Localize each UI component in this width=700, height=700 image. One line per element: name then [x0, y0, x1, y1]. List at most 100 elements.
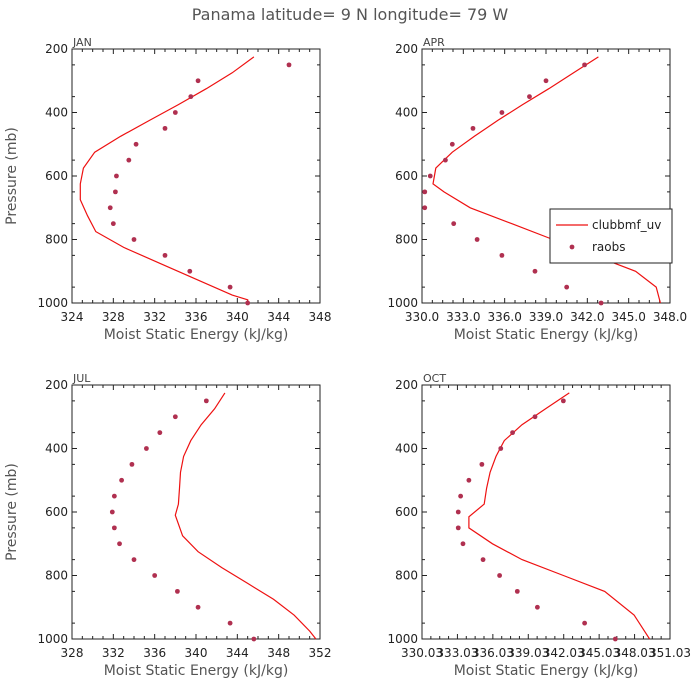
panel-jan-series-raobs-point	[172, 110, 178, 115]
panel-apr-series-raobs-point	[422, 205, 428, 211]
panel-jan-xtick-label-6: 348	[309, 310, 332, 324]
panel-jul-series-clubbmf-uv-line	[174, 392, 317, 640]
panel-jan-series-raobs-point	[245, 300, 251, 306]
panel-apr-series-raobs-point	[582, 62, 587, 68]
panel-jan-xtick-label-2: 332	[143, 310, 166, 324]
panel-apr-ytick-label-4: 1000	[387, 296, 418, 310]
panel-jul-xtick-label-4: 344	[226, 646, 249, 660]
panel-jan-series-raobs-point	[227, 284, 233, 290]
panel-oct-series-raobs-point	[455, 525, 461, 531]
panel-apr-xtick-label-1: 333.0	[446, 310, 480, 324]
panel-oct-series-clubbmf-uv-line	[468, 392, 651, 640]
panel-jan-frame	[71, 48, 321, 304]
panel-oct-xtick-label-4: 342.03	[543, 646, 585, 660]
panel-oct-title: OCT	[423, 372, 446, 385]
panel-jul-ylabel: Pressure (mb)	[4, 463, 20, 561]
panel-apr-title: APR	[423, 36, 445, 49]
panel-jan-series-raobs-point	[162, 125, 168, 131]
panel-jul-series-raobs-point	[109, 509, 115, 515]
panel-apr-xtick-label-3: 339.0	[529, 310, 563, 324]
panel-oct-series-raobs-point	[479, 461, 485, 467]
panel-jul-series-raobs-point	[157, 430, 163, 436]
panel-jan-xtick-label-3: 336	[185, 310, 208, 324]
panel-oct-xtick-label-1: 333.03	[436, 646, 478, 660]
panel-apr-xtick-label-4: 342.0	[570, 310, 604, 324]
panel-jul-series-raobs-point	[119, 477, 124, 483]
panel-apr-ytick-label-2: 600	[395, 169, 418, 183]
panel-jul-ytick-label-0: 200	[45, 378, 68, 392]
panel-apr-xlabel: Moist Static Energy (kJ/kg)	[454, 327, 639, 343]
panel-oct-series-raobs-point	[458, 493, 464, 499]
panel-jan-ytick-label-0: 200	[45, 42, 68, 56]
panel-apr-series-raobs-point	[543, 78, 549, 84]
panel-jul-series-raobs-point	[129, 461, 135, 467]
panel-apr-series-raobs-point	[532, 268, 538, 274]
panel-jan-series-raobs-point	[126, 157, 132, 163]
panel-jul-xtick-label-0: 328	[61, 646, 84, 660]
panel-jul-series-raobs-point	[131, 557, 137, 563]
panel-apr-ytick-label-3: 800	[395, 233, 418, 247]
panel-oct-xtick-label-2: 336.03	[472, 646, 514, 660]
panel-jul-ytick-label-1: 400	[45, 442, 68, 456]
panel-oct-xtick-label-6: 348.03	[614, 646, 656, 660]
panel-oct-xtick-label-5: 345.03	[578, 646, 620, 660]
panel-jul-frame	[71, 384, 321, 640]
panel-jul-ytick-label-4: 1000	[37, 632, 68, 646]
panel-apr-series-raobs-point	[499, 252, 505, 258]
panel-jan-ylabel: Pressure (mb)	[4, 127, 20, 225]
panel-jul-xtick-label-6: 352	[309, 646, 332, 660]
panel-oct-series-raobs-point	[480, 557, 486, 563]
panel-apr-xtick-label-5: 345.0	[611, 310, 645, 324]
panel-jul-series-raobs-point	[172, 414, 178, 420]
panel-oct: OCT 200 400 600 800 1000330.03333.03336.03339…	[387, 372, 691, 679]
legend-obs-swatch	[569, 244, 575, 250]
panel-apr-ytick-label-0: 200	[395, 42, 418, 56]
panel-apr-series-clubbmf-uv-line	[432, 56, 661, 304]
panel-oct-series-raobs-point	[460, 541, 466, 547]
panel-jan-series-raobs-point	[114, 173, 119, 179]
panel-jan-xtick-label-5: 344	[267, 310, 290, 324]
panel-jul-series-raobs-point	[144, 446, 149, 451]
legend-model-label: clubbmf_uv	[592, 218, 661, 232]
panel-jan-ytick-label-1: 400	[45, 106, 68, 120]
panel-oct-series-raobs-point	[466, 477, 472, 483]
panel-oct-xtick-label-0: 330.03	[401, 646, 443, 660]
panel-jan-series-raobs-point	[187, 268, 193, 274]
panel-jan-series-raobs-point	[133, 141, 139, 147]
legend-obs-label: raobs	[592, 240, 626, 254]
panel-jan-ytick-label-3: 800	[45, 233, 68, 247]
panel-apr-series-raobs-point	[474, 237, 480, 242]
panel-jan-series-raobs-point	[107, 205, 113, 211]
panel-oct-series-raobs-point	[612, 636, 618, 642]
panel-oct-series-raobs-point	[455, 509, 461, 515]
panel-oct-series-raobs-point	[514, 588, 520, 594]
panel-jul-series-raobs-point	[203, 398, 209, 404]
panel-oct-ytick-label-3: 800	[395, 569, 418, 583]
panel-apr-ytick-label-1: 400	[395, 106, 418, 120]
panel-apr-series-raobs-point	[499, 110, 505, 115]
panel-jul-series-raobs-point	[195, 604, 201, 610]
panel-apr-xtick-label-2: 336.0	[487, 310, 521, 324]
panel-oct-xtick-label-7: 351.03	[649, 646, 691, 660]
panel-jul-series-raobs-point	[111, 493, 117, 499]
panel-jan-series-raobs-point	[188, 94, 194, 100]
panel-jan-series-raobs-point	[113, 189, 118, 195]
panel-jan-series-raobs-point	[286, 62, 292, 68]
panel-apr-series-raobs-point	[598, 300, 604, 306]
panel-jul-xtick-label-5: 348	[267, 646, 290, 660]
panel-apr-frame	[421, 48, 671, 304]
panel-oct-ytick-label-1: 400	[395, 442, 418, 456]
legend-box	[549, 208, 673, 264]
panel-oct-series-raobs-point	[582, 620, 588, 626]
panel-oct-series-raobs-point	[532, 414, 538, 420]
panel-apr-series-raobs-point	[443, 157, 448, 163]
panel-apr-series-raobs-point	[527, 94, 532, 100]
panel-jan-title: JAN	[72, 36, 92, 49]
panel-jan-xtick-label-1: 328	[102, 310, 125, 324]
panel-oct-series-raobs-point	[498, 446, 504, 451]
panel-oct-xlabel: Moist Static Energy (kJ/kg)	[454, 663, 639, 679]
panel-jul-xtick-label-1: 332	[102, 646, 125, 660]
